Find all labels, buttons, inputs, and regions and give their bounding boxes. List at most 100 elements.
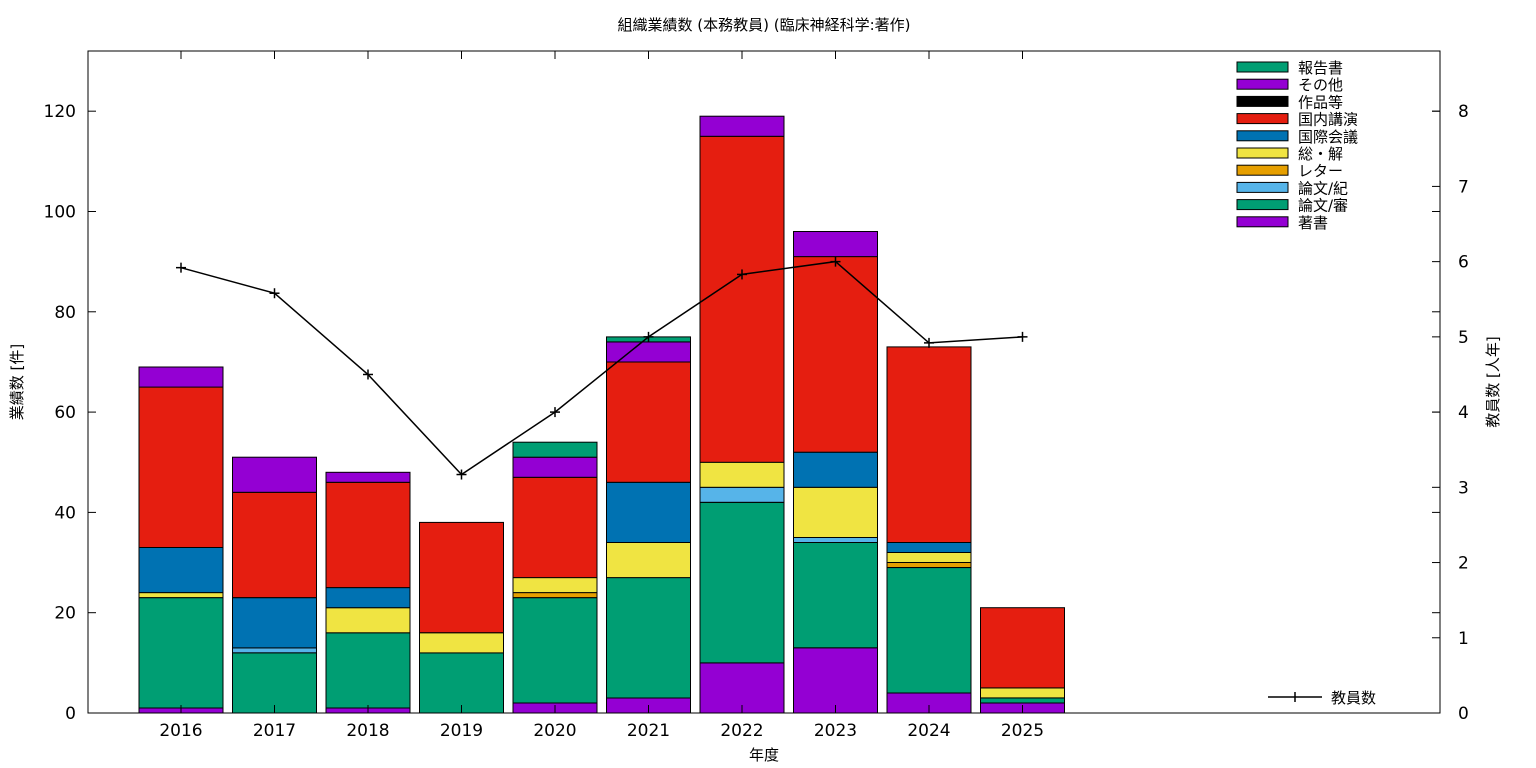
bar-2023-series-2 [793,537,878,543]
bar-2023-series-8 [793,231,878,258]
x-tick-label: 2017 [253,721,296,741]
plot-frame [87,50,1441,714]
bar-2017-series-5 [232,597,317,649]
bar-2019-series-6 [419,521,504,634]
x-tick-label: 2023 [814,721,857,741]
bar-2024-series-5 [886,542,972,553]
x-tick-label: 2021 [627,721,670,741]
y2-tick-label: 7 [1458,177,1469,197]
bar-2016-series-8 [138,366,224,388]
x-tick-label: 2025 [1001,721,1044,741]
bar-2016-series-6 [138,386,224,548]
legend-item: 著書 [1236,214,1328,232]
legend-swatch [1236,199,1289,211]
line-point-2018 [363,369,373,380]
x-tick-label: 2024 [907,721,950,741]
y2-tick-label: 2 [1458,554,1469,574]
line-point-2019 [456,469,467,480]
axes-layer: 0 20 40 60 80 100 120 0 1 2 3 4 5 6 7 8 2016 2017 2018 2019… [44,51,1469,741]
y-tick-label: 60 [54,403,76,423]
line-point-2025 [1017,331,1028,342]
legend-label: 国内講演 [1298,111,1358,129]
bar-2024-series-1 [886,567,972,694]
y2-tick-label: 5 [1458,328,1469,348]
line-legend: 教員数 [1268,689,1376,707]
bar-2021-series-6 [606,361,691,483]
y-tick-label: 40 [54,503,76,523]
bar-2020-series-4 [512,577,598,594]
legend-swatch [1236,61,1289,73]
line-legend-label: 教員数 [1331,689,1376,707]
x-tick-label: 2016 [159,721,202,741]
bar-2016-series-1 [138,597,224,709]
bar-2018-series-6 [325,481,411,589]
bar-2019-series-4 [419,632,504,654]
line-point-2016 [176,262,186,273]
bar-2024-series-3 [886,562,972,568]
legend-label: 総・解 [1298,145,1343,163]
bar-2021-series-8 [606,341,691,363]
y-tick-label: 20 [54,604,76,624]
bar-2020-series-8 [512,456,598,478]
y-axis-label: 業績数 [件] [8,344,26,420]
legend-item: 論文/紀 [1236,179,1348,197]
legend-swatch [1236,130,1289,142]
y2-tick-label: 3 [1458,478,1469,498]
legend-label: 作品等 [1298,93,1343,111]
bar-2017-series-2 [232,647,317,654]
legend-label: 論文/審 [1298,197,1348,215]
bar-2018-series-8 [325,471,411,483]
legend-swatch [1236,147,1289,159]
legend-label: 報告書 [1298,59,1343,77]
bar-2020-series-3 [512,592,598,599]
legend-item: 総・解 [1236,145,1343,163]
x-axis-label: 年度 [749,746,779,764]
bar-2022-series-2 [699,486,785,503]
legend-swatch [1236,164,1289,176]
legend-label: 著書 [1298,214,1328,232]
bar-2018-series-4 [325,607,411,634]
bar-2017-series-1 [232,652,317,714]
bar-2024-series-6 [886,346,972,543]
bars-layer [138,115,1065,714]
y2-tick-label: 8 [1458,102,1469,122]
x-tick-label: 2022 [720,721,763,741]
bar-2017-series-8 [232,456,317,493]
y-tick-label: 120 [44,102,76,122]
bar-2019-series-1 [419,652,504,714]
line-point-2024 [924,337,934,348]
bar-2023-series-5 [793,451,878,488]
bar-2016-series-5 [138,547,224,594]
bar-2022-series-8 [699,115,785,137]
bar-2020-series-9 [512,441,598,458]
legend-item: 国際会議 [1236,128,1358,146]
bar-2024-series-4 [886,552,972,563]
bar-2021-series-1 [606,577,691,699]
legend-item: 報告書 [1236,59,1343,77]
bar-2021-series-5 [606,481,691,543]
bar-2023-series-0 [793,647,878,714]
bar-2023-series-6 [793,256,878,453]
x-tick-label: 2019 [440,721,483,741]
line-point-2021 [643,331,654,342]
x-tick-label: 2020 [533,721,576,741]
bar-2020-series-1 [512,597,598,704]
bar-2022-series-4 [699,461,785,488]
legend-swatch [1236,78,1289,90]
legend-item: 作品等 [1236,93,1343,111]
bar-2022-series-1 [699,501,785,664]
bar-2017-series-6 [232,491,317,599]
legend-label: その他 [1298,76,1343,94]
legend-swatch [1236,181,1289,193]
line-point-2017 [269,288,280,299]
bar-2021-series-4 [606,542,691,579]
line-point-2022 [737,269,747,280]
legend-item: 国内講演 [1236,111,1358,129]
line-point-2023 [830,256,841,267]
y2-tick-label: 6 [1458,253,1469,273]
bar-2018-series-5 [325,587,411,609]
chart-title: 組織業績数 (本務教員) (臨床神経科学:著作) [618,16,911,34]
y-tick-label: 80 [54,303,76,323]
